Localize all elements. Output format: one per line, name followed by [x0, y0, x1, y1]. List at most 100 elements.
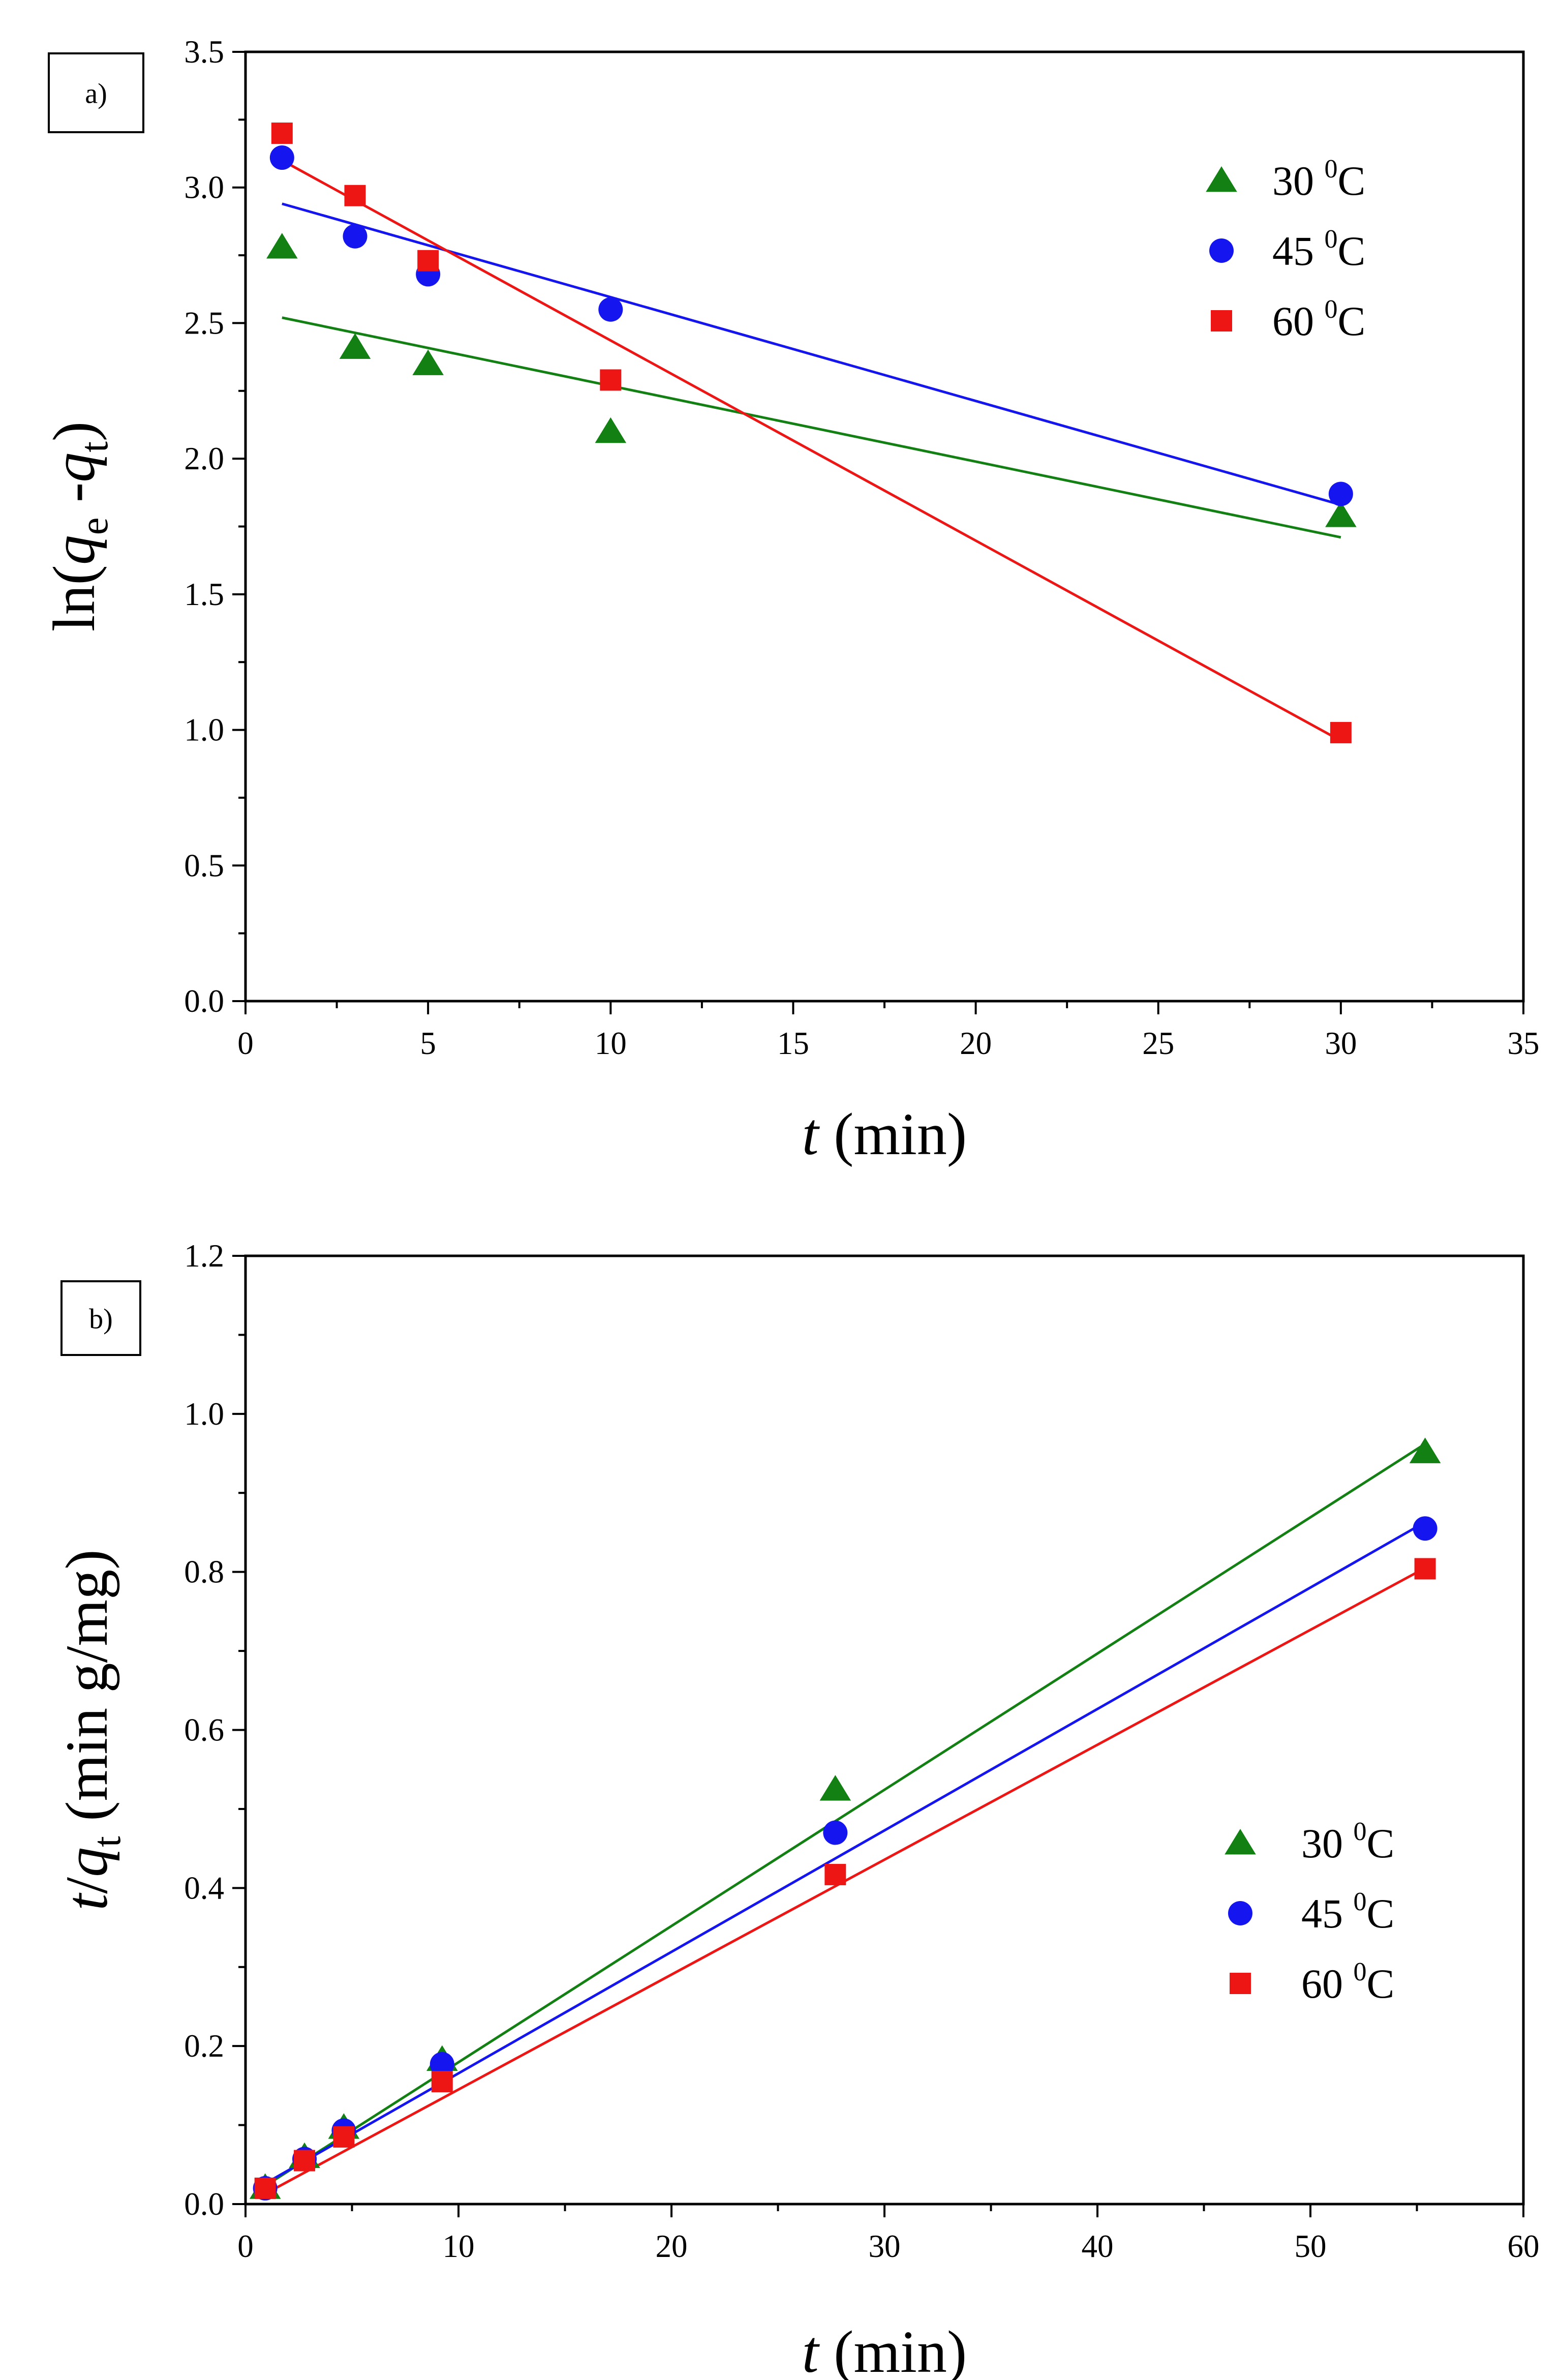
data-point-60c [1330, 721, 1352, 743]
panel-label: b) [89, 1304, 113, 1335]
legend-unit: C [1367, 1890, 1395, 1937]
data-point-30c [1325, 501, 1357, 527]
data-point-60c [417, 250, 439, 272]
y-axis-variable: t [53, 1892, 120, 1911]
y-tick-label: 2.5 [184, 305, 224, 341]
x-tick-label: 5 [420, 1026, 436, 1061]
y-tick-label: 0.4 [184, 1870, 224, 1906]
legend-marker-30c [1225, 1829, 1256, 1855]
y-axis-variable: q [41, 453, 107, 483]
x-axis-variable: t [802, 1101, 820, 1167]
x-tick-label: 30 [1325, 1026, 1357, 1061]
x-tick-label: 15 [777, 1026, 809, 1061]
legend-superscript: 0 [1325, 225, 1338, 254]
y-tick-label: 0.0 [184, 983, 224, 1019]
panel-label: a) [85, 78, 107, 110]
y-axis-subscript: t [84, 1836, 129, 1847]
legend-label-30c: 30 0C [1272, 155, 1365, 204]
legend-value: 45 [1301, 1890, 1354, 1937]
legend-marker-45c [1228, 1901, 1252, 1925]
panel-label-box [60, 1280, 141, 1356]
x-tick-label: 10 [443, 2228, 475, 2264]
y-tick-label: 1.0 [184, 712, 224, 748]
legend-unit: C [1338, 228, 1366, 274]
legend-value: 30 [1272, 158, 1325, 204]
y-axis-text: - [41, 483, 107, 518]
data-point-60c [344, 185, 366, 206]
y-axis-subscript: e [72, 518, 116, 535]
x-tick-label: 25 [1142, 1026, 1174, 1061]
fit-line-45c [282, 202, 1341, 506]
y-axis-variable: q [41, 535, 107, 565]
y-axis-title: t/qt (min g/mg) [53, 1550, 129, 1911]
fit-line-60c [281, 159, 1342, 742]
legend-superscript: 0 [1354, 1817, 1367, 1846]
legend-superscript: 0 [1354, 1887, 1367, 1916]
data-point-60c [431, 2071, 453, 2093]
data-point-45c [598, 297, 623, 322]
legend-label-45c: 45 0C [1301, 1887, 1394, 1937]
x-tick-label: 50 [1295, 2228, 1327, 2264]
legend-value: 45 [1272, 228, 1325, 274]
x-tick-label: 0 [237, 2228, 254, 2264]
legend-marker-45c [1209, 238, 1234, 263]
x-tick-label: 60 [1508, 2228, 1540, 2264]
y-axis-text: ) [41, 421, 107, 441]
y-tick-label: 1.0 [184, 1396, 224, 1432]
x-tick-label: 20 [960, 1026, 992, 1061]
data-point-45c [269, 145, 294, 170]
legend-value: 60 [1272, 298, 1325, 344]
legend-label-60c: 60 0C [1301, 1957, 1394, 2007]
x-axis-unit: (min) [819, 1101, 967, 1167]
data-point-60c [824, 1863, 846, 1885]
data-point-45c [1413, 1516, 1437, 1541]
y-tick-label: 3.5 [184, 34, 224, 70]
x-tick-label: 35 [1508, 1026, 1540, 1061]
y-tick-label: 0.2 [184, 2028, 224, 2064]
y-axis-text: / [53, 1877, 120, 1894]
y-tick-label: 0.6 [184, 1712, 224, 1748]
y-tick-label: 3.0 [184, 170, 224, 205]
legend-superscript: 0 [1354, 1957, 1367, 1986]
legend-label-45c: 45 0C [1272, 225, 1365, 274]
chart-panel-b: 0 10 20 30 40 50 600.00.20.40.60.81.01.230 0C4… [53, 1238, 1540, 2380]
fit-line-45c [264, 1521, 1426, 2185]
legend-marker-60c [1230, 1973, 1251, 1994]
chart-panel-a: 0 5 10 15 20 25 30 35 0.0 0.5 1.0 1.5 2.0 2.5 3.0 3.5 30… [41, 34, 1540, 1167]
data-point-60c [1414, 1558, 1436, 1580]
fit-line-30c [264, 1442, 1426, 2187]
legend-value: 30 [1301, 1820, 1354, 1866]
legend-marker-30c [1206, 166, 1237, 192]
data-point-60c [271, 123, 293, 144]
x-tick-label: 10 [595, 1026, 627, 1061]
y-axis-text: (min g/mg) [53, 1550, 120, 1836]
data-point-60c [333, 2126, 355, 2148]
y-axis-subscript: t [72, 441, 116, 453]
y-tick-label: 0.0 [184, 2186, 224, 2222]
data-point-30c [412, 349, 444, 375]
legend-superscript: 0 [1325, 295, 1338, 324]
data-point-30c [266, 233, 298, 259]
legend-unit: C [1367, 1961, 1395, 2007]
y-tick-label: 1.5 [184, 577, 224, 612]
panel-label-box [48, 52, 144, 133]
y-tick-label: 0.8 [184, 1554, 224, 1590]
data-point-30c [339, 333, 371, 359]
legend-marker-60c [1211, 310, 1232, 332]
y-tick-label: 0.5 [184, 848, 224, 883]
legend-superscript: 0 [1325, 155, 1338, 184]
x-axis-title: t (min) [802, 2318, 967, 2380]
y-tick-label: 2.0 [184, 441, 224, 476]
legend-unit: C [1338, 298, 1366, 344]
legend-value: 60 [1301, 1961, 1354, 2007]
fit-line-30c [282, 316, 1341, 539]
data-point-45c [823, 1820, 848, 1845]
x-axis-unit: (min) [819, 2318, 967, 2380]
y-axis-title: ln(qe -qt) [41, 421, 116, 631]
x-tick-label: 20 [656, 2228, 688, 2264]
x-tick-label: 30 [869, 2228, 901, 2264]
data-point-60c [600, 369, 622, 391]
data-point-45c [430, 2052, 454, 2076]
y-tick-label: 1.2 [184, 1238, 224, 1274]
